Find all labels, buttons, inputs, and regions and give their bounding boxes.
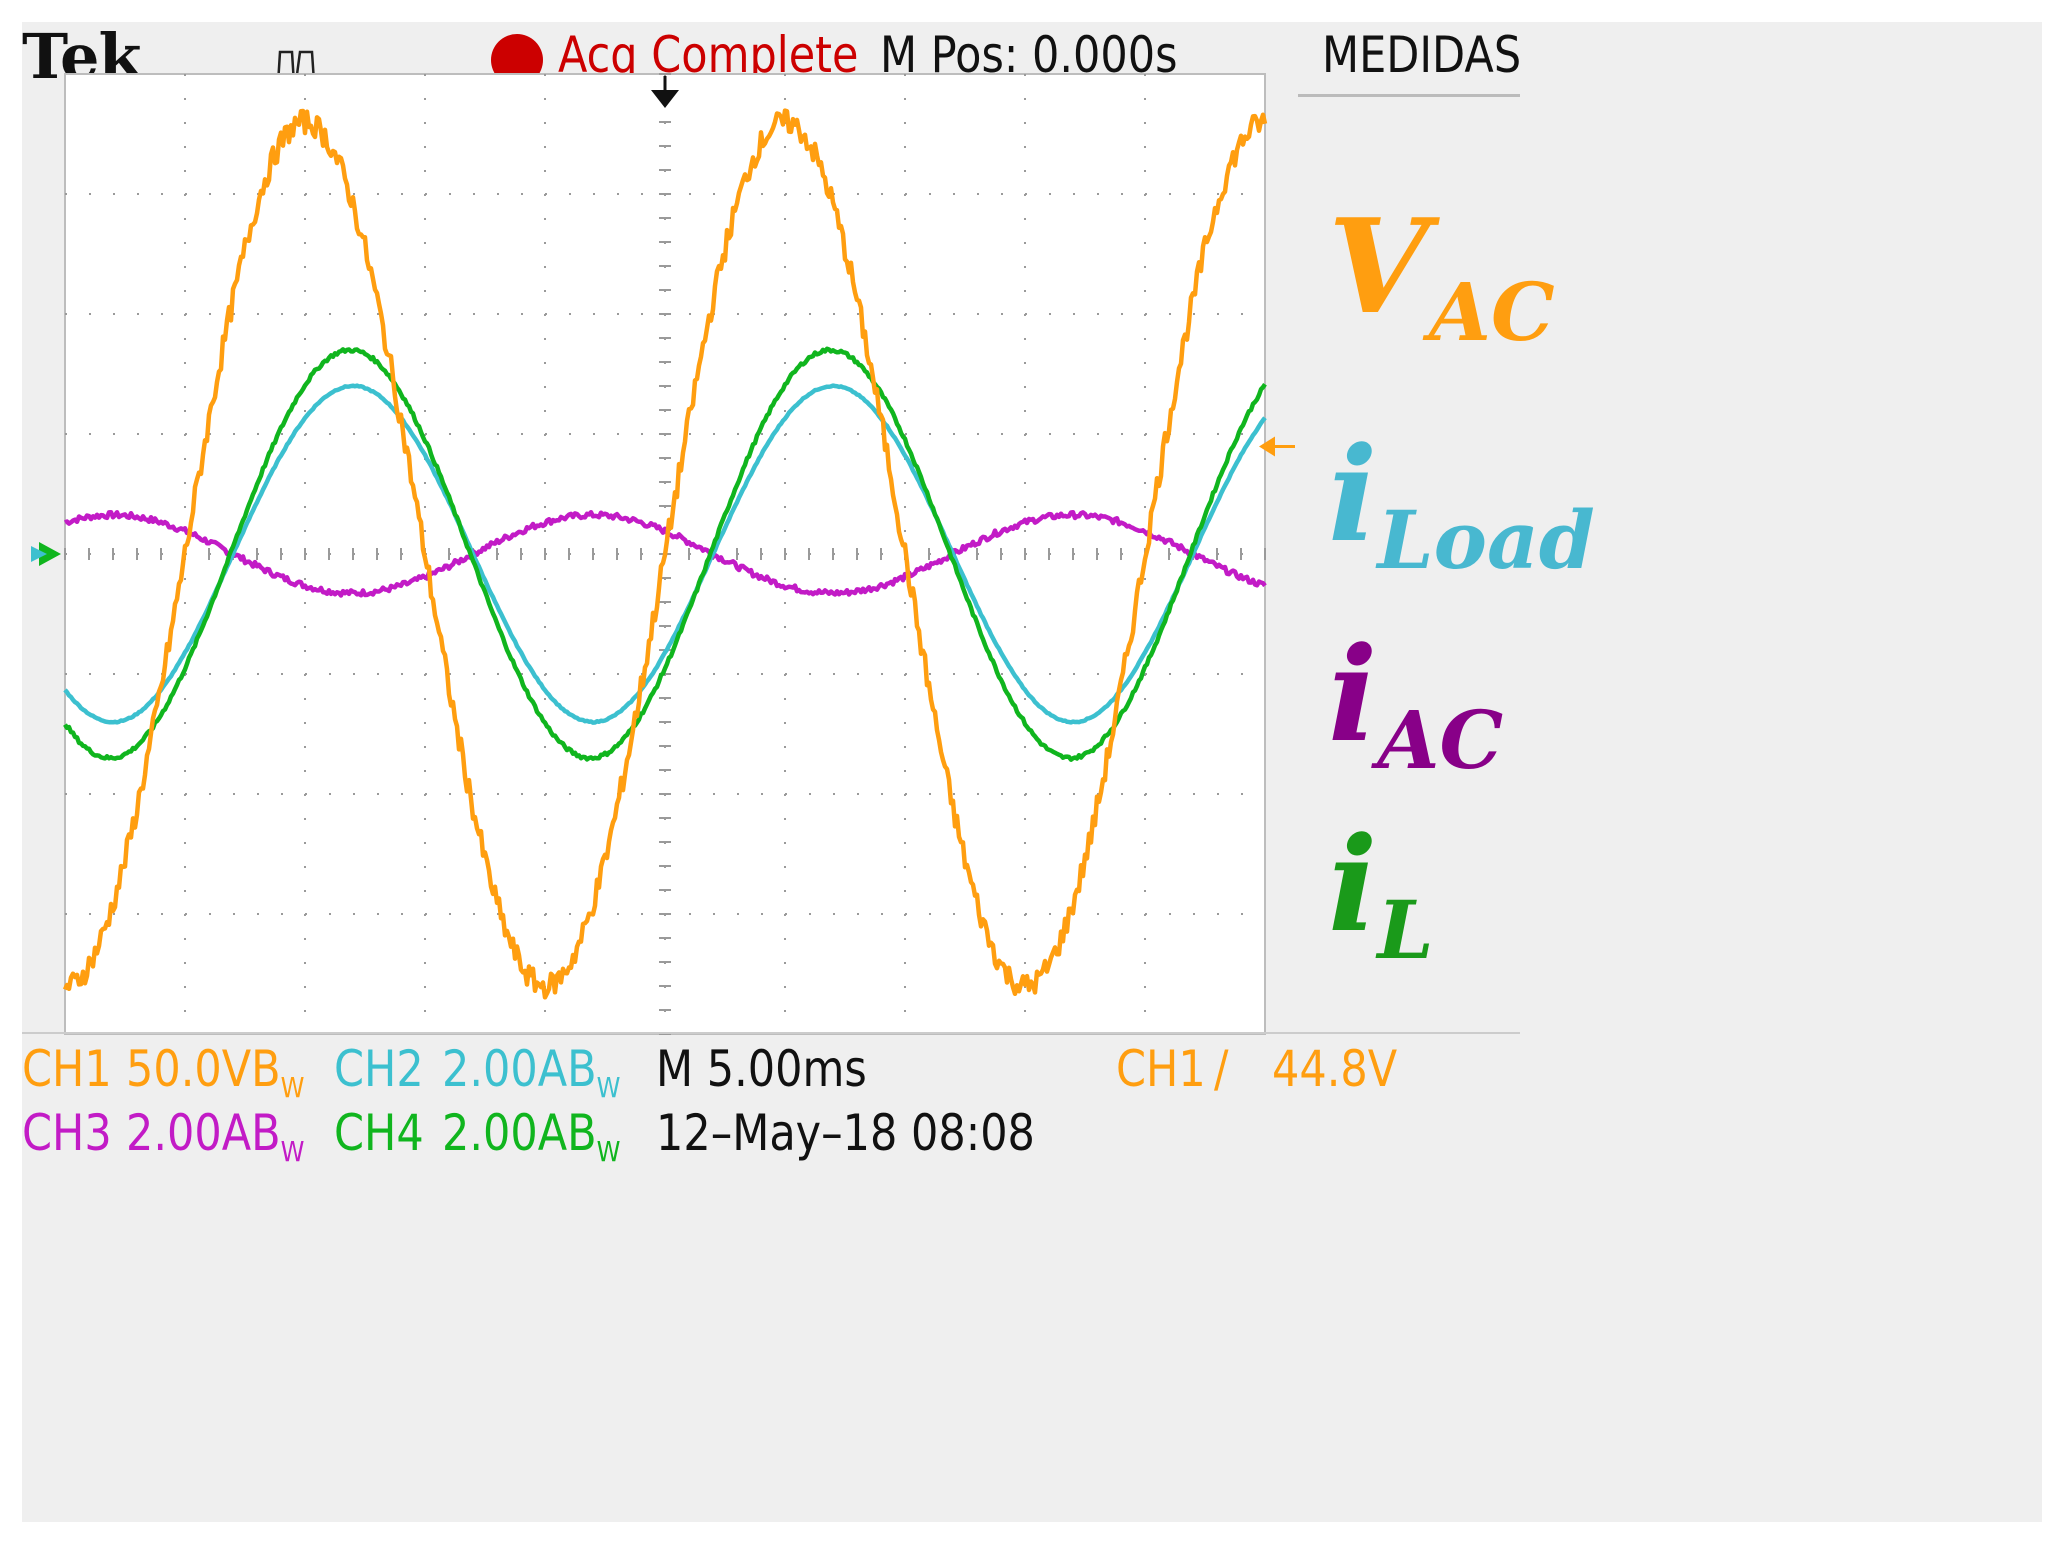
trigger-source: CH1 — [1116, 1040, 1206, 1098]
ch3-bandwidth: B — [251, 1104, 281, 1162]
trace-layer — [62, 108, 1268, 1000]
ch2-bandwidth: B — [567, 1040, 597, 1098]
ch2-scale-value: 2.00A — [442, 1040, 568, 1098]
legend-iload-sub: Load — [1377, 493, 1595, 587]
trigger-level: 44.8V — [1272, 1040, 1398, 1098]
ch3-name: CH3 — [22, 1104, 112, 1162]
ch3-bandwidth-sub: W — [280, 1135, 305, 1168]
menu-divider — [1298, 94, 1520, 97]
trace-ch4 — [63, 346, 1267, 762]
ch1-name: CH1 — [22, 1040, 112, 1098]
timebase-readout: M 5.00ms — [656, 1040, 867, 1098]
marker-layer — [31, 76, 1295, 566]
ch4-name: CH4 — [334, 1104, 424, 1162]
trace-ch3 — [63, 509, 1267, 598]
ch3-scale-value: 2.00A — [126, 1104, 252, 1162]
legend-vac-sub: AC — [1428, 265, 1555, 359]
legend-il: iL — [1328, 808, 1434, 977]
ch4-bandwidth: B — [567, 1104, 597, 1162]
waveform-screen — [31, 73, 1295, 1035]
legend-il-main: i — [1328, 808, 1378, 961]
ch2-name: CH2 — [334, 1040, 424, 1098]
date-time-readout: 12–May–18 08:08 — [656, 1104, 1035, 1162]
ch4-scale: 2.00ABW — [442, 1104, 620, 1168]
legend-iac-main: i — [1328, 618, 1378, 771]
legend-iac-sub: AC — [1377, 693, 1504, 787]
ch2-bandwidth-sub: W — [596, 1071, 621, 1104]
ch1-scale: 50.0VBW — [126, 1040, 304, 1104]
ground-marker-ch4 — [39, 542, 61, 566]
ch4-scale-value: 2.00A — [442, 1104, 568, 1162]
trigger-level-marker — [1259, 436, 1275, 457]
legend-iload-main: i — [1328, 418, 1378, 571]
ch1-bandwidth: B — [251, 1040, 281, 1098]
oscilloscope-display: Tek Acq Complete M Pos: 0.000s MEDIDAS C… — [22, 20, 2042, 1522]
measure-menu-title[interactable]: MEDIDAS — [1322, 26, 1522, 84]
trace-ch1 — [62, 108, 1268, 1000]
trigger-position-marker — [651, 90, 679, 108]
legend-iload: iLoad — [1328, 418, 1595, 587]
trigger-slope-icon: ∕ — [1214, 1040, 1229, 1098]
ch2-scale: 2.00ABW — [442, 1040, 620, 1104]
footer-divider — [22, 1032, 1520, 1034]
ch3-scale: 2.00ABW — [126, 1104, 304, 1168]
ground-marker-ch2 — [31, 546, 47, 562]
legend-iac: iAC — [1328, 618, 1503, 787]
legend-il-sub: L — [1377, 883, 1434, 977]
trace-ch2 — [63, 383, 1267, 725]
legend-vac: VAC — [1328, 190, 1555, 359]
ch1-scale-value: 50.0V — [126, 1040, 252, 1098]
ch1-bandwidth-sub: W — [280, 1071, 305, 1104]
legend-vac-main: V — [1328, 190, 1429, 343]
ch4-bandwidth-sub: W — [596, 1135, 621, 1168]
